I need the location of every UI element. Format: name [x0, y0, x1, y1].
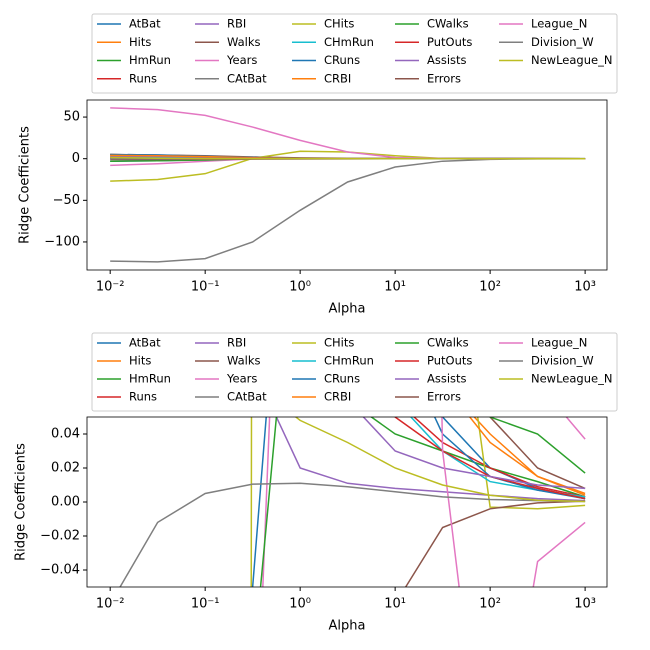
- legend-label: HmRun: [129, 53, 171, 67]
- series-line: [441, 417, 586, 587]
- legend-label: Runs: [129, 390, 157, 404]
- series-line: [394, 417, 586, 500]
- legend-label: CAtBat: [227, 71, 267, 85]
- legend-label: CHmRun: [324, 35, 374, 49]
- series-line: [362, 417, 586, 490]
- legend-label: RBI: [227, 336, 246, 350]
- y-tick-label: 0.02: [51, 461, 80, 476]
- series-line: [468, 417, 586, 495]
- x-tick-label: 10³: [574, 280, 596, 295]
- legend-label: HmRun: [129, 372, 171, 386]
- x-tick-label: 10³: [574, 597, 596, 612]
- x-tick-label: 10²: [479, 597, 501, 612]
- axes-frame: [86, 99, 608, 271]
- legend-label: PutOuts: [427, 35, 472, 49]
- x-tick-label: 10⁻¹: [191, 280, 220, 295]
- legend-label: Errors: [427, 390, 461, 404]
- y-tick-label: −0.04: [40, 563, 80, 578]
- legend-label: Runs: [129, 71, 157, 85]
- legend-label: AtBat: [129, 17, 161, 31]
- series-line: [110, 156, 586, 160]
- series-line: [404, 500, 586, 587]
- x-tick-label: 10⁻²: [96, 280, 125, 295]
- y-tick-label: −50: [53, 193, 80, 208]
- y-axis-label: Ridge Coefficients: [14, 443, 29, 561]
- y-tick-label: 0: [72, 151, 80, 166]
- legend-label: CWalks: [427, 17, 469, 31]
- x-axis-label: Alpha: [329, 302, 366, 317]
- series-line: [409, 417, 586, 498]
- series-line: [250, 417, 586, 587]
- legend-label: AtBat: [129, 336, 161, 350]
- y-tick-label: 50: [63, 110, 80, 125]
- series-line: [489, 417, 586, 490]
- legend-label: Division_W: [531, 354, 594, 368]
- legend: AtBat Hits HmRun Runs RBI Walks Years CAtBat CHi…: [91, 332, 618, 412]
- series-line: [412, 417, 586, 498]
- legend-label: CHits: [324, 336, 354, 350]
- x-tick-label: 10¹: [384, 597, 406, 612]
- legend-label: Assists: [427, 53, 467, 67]
- legend-label: CWalks: [427, 336, 469, 350]
- series-line: [110, 107, 586, 160]
- legend-label: Years: [226, 53, 257, 67]
- series-line: [251, 417, 586, 587]
- legend: AtBat Hits HmRun Runs RBI Walks Years CAtBat CHi…: [91, 13, 618, 94]
- legend-label: CAtBat: [227, 390, 267, 404]
- y-tick-label: 0.00: [51, 495, 80, 510]
- legend-label: CHits: [324, 17, 354, 31]
- legend-label: NewLeague_N: [531, 372, 612, 386]
- x-tick-label: 10⁰: [289, 597, 311, 612]
- series-line: [119, 482, 586, 587]
- legend-label: Errors: [427, 71, 461, 85]
- series-line: [294, 417, 586, 503]
- y-tick-label: 0.04: [51, 427, 80, 442]
- x-tick-label: 10⁻¹: [191, 597, 220, 612]
- series-line: [262, 417, 586, 587]
- y-axis-label: Ridge Coefficients: [18, 126, 33, 244]
- series-line: [259, 417, 586, 587]
- legend-label: RBI: [227, 17, 246, 31]
- series-line: [110, 157, 586, 263]
- y-tick-label: −100: [44, 234, 80, 249]
- legend-label: League_N: [531, 336, 587, 350]
- legend-label: CHmRun: [324, 354, 374, 368]
- legend-label: League_N: [531, 17, 587, 31]
- plot-area: [110, 107, 586, 263]
- legend-label: Hits: [129, 35, 151, 49]
- legend-label: CRBI: [324, 390, 351, 404]
- legend-label: PutOuts: [427, 354, 472, 368]
- legend-frame: [91, 332, 618, 412]
- legend-label: CRuns: [324, 372, 360, 386]
- legend-label: CRuns: [324, 53, 360, 67]
- legend-label: Division_W: [531, 35, 594, 49]
- x-tick-label: 10²: [479, 280, 501, 295]
- series-line: [370, 417, 586, 498]
- y-tick-label: −0.02: [40, 529, 80, 544]
- legend-label: Years: [226, 372, 257, 386]
- series-line: [473, 417, 586, 496]
- legend-label: Hits: [129, 354, 151, 368]
- x-tick-label: 10¹: [384, 280, 406, 295]
- legend-label: Walks: [227, 35, 261, 49]
- legend-frame: [91, 13, 618, 94]
- legend-label: Walks: [227, 354, 261, 368]
- legend-label: NewLeague_N: [531, 53, 612, 67]
- x-tick-label: 10⁰: [289, 280, 311, 295]
- legend-label: CRBI: [324, 71, 351, 85]
- x-axis-label: Alpha: [329, 619, 366, 634]
- x-tick-label: 10⁻²: [96, 597, 125, 612]
- plot-area: [119, 417, 586, 587]
- legend-label: Assists: [427, 372, 467, 386]
